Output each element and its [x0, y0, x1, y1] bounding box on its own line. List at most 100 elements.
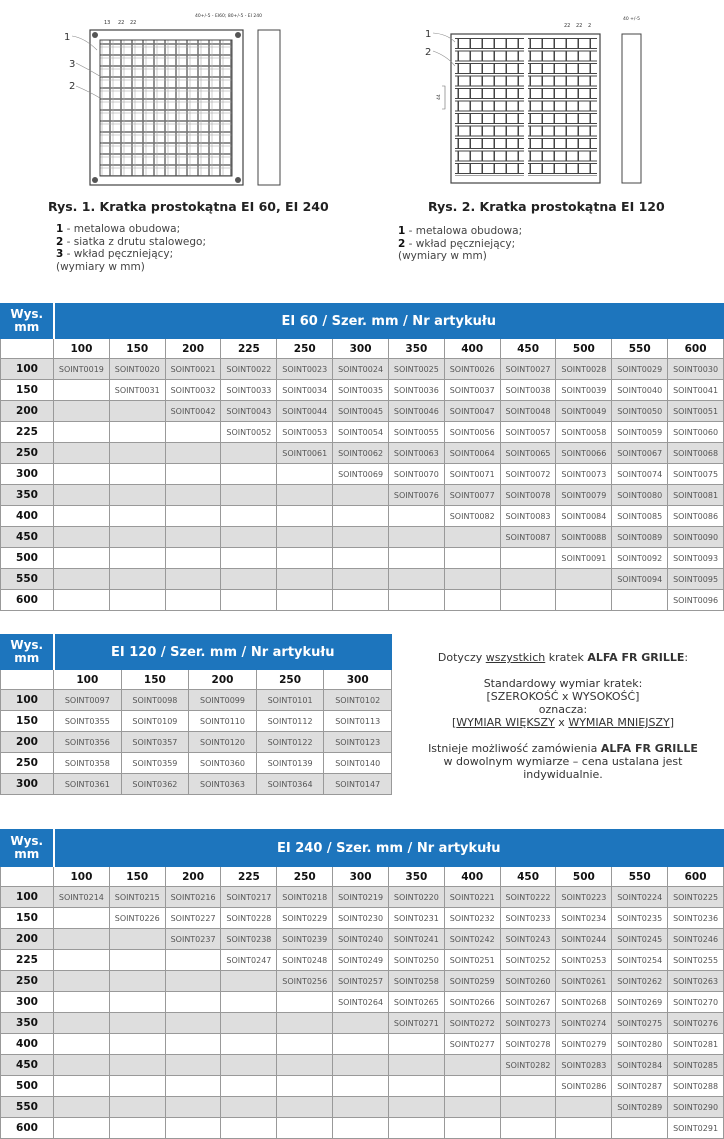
- article-cell: [499, 589, 557, 611]
- article-cell: SOINT0252: [499, 949, 557, 971]
- article-cell: [53, 568, 110, 590]
- article-cell: [443, 1075, 501, 1097]
- article-cell: [555, 1117, 613, 1139]
- table-row: 350 SOINT0271 SOINT0272 SOINT0273 SOINT0274 S…: [0, 1012, 724, 1034]
- article-cell: SOINT0216: [164, 886, 222, 908]
- article-cell: SOINT0273: [499, 1012, 557, 1034]
- table-row: 150 SOINT0355 SOINT0109 SOINT0110 SOINT0112 S…: [0, 710, 392, 732]
- article-cell: SOINT0283: [555, 1054, 613, 1076]
- article-cell: [164, 442, 222, 464]
- column-header: 400: [443, 866, 501, 887]
- article-cell: [164, 505, 222, 527]
- dim-22b: 22: [576, 23, 582, 29]
- article-cell: SOINT0068: [667, 442, 724, 464]
- article-cell: SOINT0271: [387, 1012, 445, 1034]
- row-header: 400: [0, 1033, 54, 1055]
- table-row: 200 SOINT0356 SOINT0357 SOINT0120 SOINT0122 S…: [0, 731, 392, 753]
- article-cell: [53, 463, 110, 485]
- figure2-legend: 1 - metalowa obudowa; 2 - wkład pęczniej…: [398, 225, 523, 262]
- column-header: 150: [120, 669, 190, 690]
- article-cell: [164, 484, 222, 506]
- article-cell: SOINT0031: [108, 379, 166, 401]
- article-cell: [332, 1033, 389, 1055]
- article-cell: SOINT0226: [108, 907, 166, 929]
- article-cell: [220, 484, 278, 506]
- article-cell: [276, 589, 334, 611]
- row-header: 225: [0, 421, 54, 443]
- table-row: 225 SOINT0247 SOINT0248 SOINT0249 SOINT0250 S…: [0, 949, 724, 971]
- row-header: 150: [0, 907, 54, 929]
- column-header: 550: [611, 866, 669, 887]
- article-cell: SOINT0037: [443, 379, 501, 401]
- article-cell: [387, 1054, 445, 1076]
- table-row: 200 SOINT0042 SOINT0043 SOINT0044 SOINT0045 S…: [0, 400, 724, 422]
- article-cell: [276, 1117, 334, 1139]
- table-row: 300 SOINT0264 SOINT0265 SOINT0266 SOINT0267 S…: [0, 991, 724, 1013]
- dim-22a: 22: [564, 23, 570, 29]
- article-cell: [53, 907, 110, 929]
- article-cell: SOINT0235: [611, 907, 669, 929]
- article-cell: [220, 589, 278, 611]
- article-cell: [387, 568, 445, 590]
- article-cell: [53, 400, 110, 422]
- dim-depth: 40 +/-5: [623, 16, 640, 22]
- article-cell: [164, 1012, 222, 1034]
- article-cell: SOINT0048: [499, 400, 557, 422]
- row-header: 600: [0, 589, 54, 611]
- article-cell: [276, 526, 334, 548]
- column-header: 500: [555, 866, 613, 887]
- article-cell: SOINT0275: [611, 1012, 669, 1034]
- article-cell: [108, 1033, 166, 1055]
- article-cell: SOINT0051: [667, 400, 724, 422]
- article-cell: [53, 1012, 110, 1034]
- table-row: 150 SOINT0031 SOINT0032 SOINT0033 SOINT0034 S…: [0, 379, 724, 401]
- table-row: 225 SOINT0052 SOINT0053 SOINT0054 SOINT0055 S…: [0, 421, 724, 443]
- article-cell: SOINT0032: [164, 379, 222, 401]
- article-cell: [108, 589, 166, 611]
- article-cell: [53, 1033, 110, 1055]
- article-cell: SOINT0069: [332, 463, 389, 485]
- article-cell: [276, 463, 334, 485]
- article-cell: SOINT0113: [323, 710, 392, 732]
- article-cell: [332, 484, 389, 506]
- article-cell: [332, 526, 389, 548]
- row-header: 500: [0, 547, 54, 569]
- article-cell: SOINT0228: [220, 907, 278, 929]
- column-header: 200: [188, 669, 257, 690]
- article-cell: SOINT0361: [53, 773, 122, 795]
- article-cell: SOINT0218: [276, 886, 334, 908]
- article-cell: SOINT0266: [443, 991, 501, 1013]
- article-cell: SOINT0241: [387, 928, 445, 950]
- article-cell: SOINT0237: [164, 928, 222, 950]
- article-cell: SOINT0099: [188, 689, 257, 711]
- article-cell: [164, 1054, 222, 1076]
- article-cell: SOINT0286: [555, 1075, 613, 1097]
- article-cell: [332, 1054, 389, 1076]
- figure2-drawing: 1 2 22 22 2 40 +/-5 44: [425, 16, 642, 184]
- corner-cell: [0, 866, 54, 887]
- article-cell: [108, 991, 166, 1013]
- article-cell: SOINT0248: [276, 949, 334, 971]
- table-row: 550 SOINT0289 SOINT0290: [0, 1096, 724, 1118]
- article-cell: SOINT0279: [555, 1033, 613, 1055]
- article-cell: SOINT0027: [499, 358, 557, 380]
- article-cell: [387, 1096, 445, 1118]
- corner-cell: [0, 669, 54, 690]
- article-cell: SOINT0274: [555, 1012, 613, 1034]
- article-cell: [53, 526, 110, 548]
- article-cell: SOINT0036: [387, 379, 445, 401]
- article-cell: SOINT0088: [555, 526, 613, 548]
- article-cell: [53, 379, 110, 401]
- article-cell: SOINT0065: [499, 442, 557, 464]
- article-cell: [108, 484, 166, 506]
- article-cell: SOINT0215: [108, 886, 166, 908]
- article-cell: SOINT0058: [555, 421, 613, 443]
- article-cell: SOINT0269: [611, 991, 669, 1013]
- table-row: 250 SOINT0256 SOINT0257 SOINT0258 SOINT0259 S…: [0, 970, 724, 992]
- article-cell: [108, 421, 166, 443]
- article-cell: SOINT0080: [611, 484, 669, 506]
- article-cell: SOINT0284: [611, 1054, 669, 1076]
- article-cell: SOINT0030: [667, 358, 724, 380]
- article-cell: SOINT0268: [555, 991, 613, 1013]
- article-cell: [443, 589, 501, 611]
